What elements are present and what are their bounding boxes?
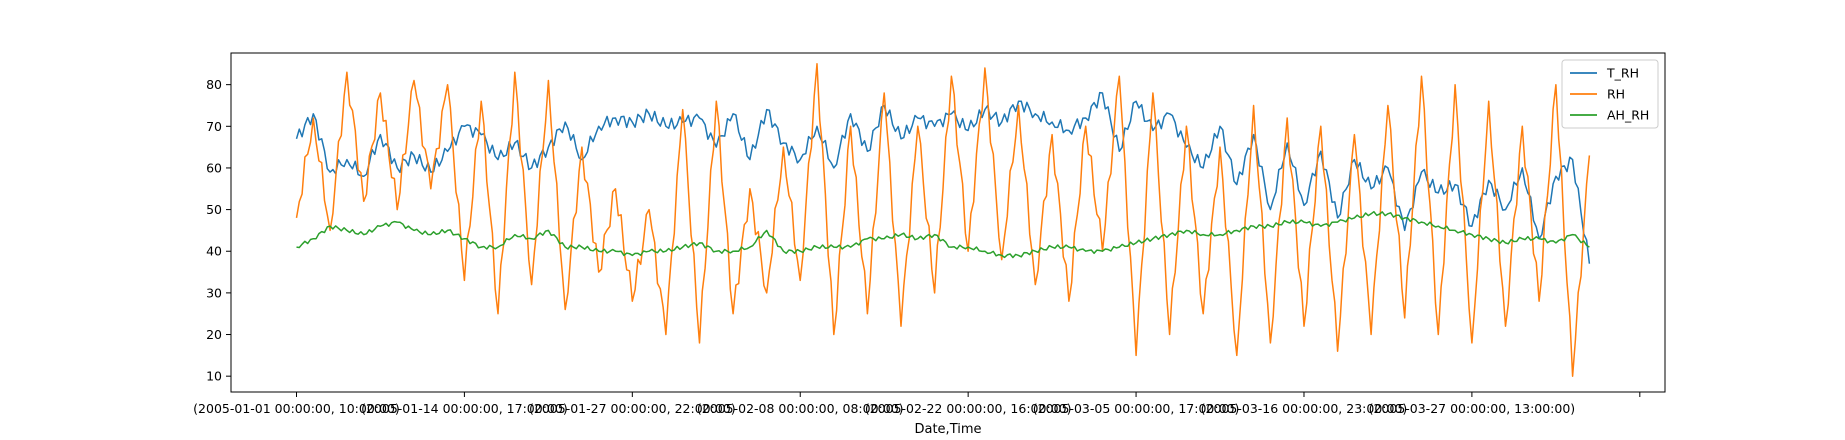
series-line-rh — [295, 63, 1591, 377]
y-tick-label: 20 — [206, 327, 222, 342]
series-line-t-rh — [295, 91, 1591, 264]
x-tick-label: (2005-01-01 00:00:00, 10:00:00) — [193, 401, 400, 416]
y-tick-label: 10 — [206, 369, 222, 384]
x-tick-label: (2005-01-27 00:00:00, 22:00:00) — [529, 401, 736, 416]
y-tick-label: 80 — [206, 77, 222, 92]
y-tick-label: 30 — [206, 285, 222, 300]
x-tick-label: (2005-02-22 00:00:00, 16:00:00) — [865, 401, 1072, 416]
legend-label-rh: RH — [1607, 87, 1625, 102]
legend-box — [1561, 59, 1659, 129]
x-tick-label: (2005-03-16 00:00:00, 23:00:00) — [1201, 401, 1408, 416]
legend: T_RH RH AH_RH — [1561, 59, 1659, 129]
x-axis-title: Date,Time — [914, 422, 981, 437]
y-axis: 10 20 30 40 50 60 70 80 — [206, 77, 231, 384]
x-tick-label: (2005-03-27 00:00:00, 13:00:00) — [1369, 401, 1576, 416]
x-tick-label: (2005-02-08 00:00:00, 08:00:00) — [697, 401, 904, 416]
y-tick-label: 40 — [206, 244, 222, 259]
plot-area-frame — [230, 52, 1666, 393]
legend-label-t-rh: T_RH — [1606, 66, 1639, 81]
x-tick-label: (2005-03-05 00:00:00, 17:00:00) — [1033, 401, 1240, 416]
series-line-ah-rh — [296, 210, 1590, 259]
x-tick-label: (2005-01-14 00:00:00, 17:00:00) — [361, 401, 568, 416]
series-layer — [295, 63, 1591, 377]
y-tick-label: 50 — [206, 202, 222, 217]
legend-label-ah-rh: AH_RH — [1607, 108, 1649, 123]
x-axis: (2005-01-01 00:00:00, 10:00:00)(2005-01-… — [193, 392, 1641, 416]
y-tick-label: 70 — [206, 119, 222, 134]
y-tick-label: 60 — [206, 160, 222, 175]
